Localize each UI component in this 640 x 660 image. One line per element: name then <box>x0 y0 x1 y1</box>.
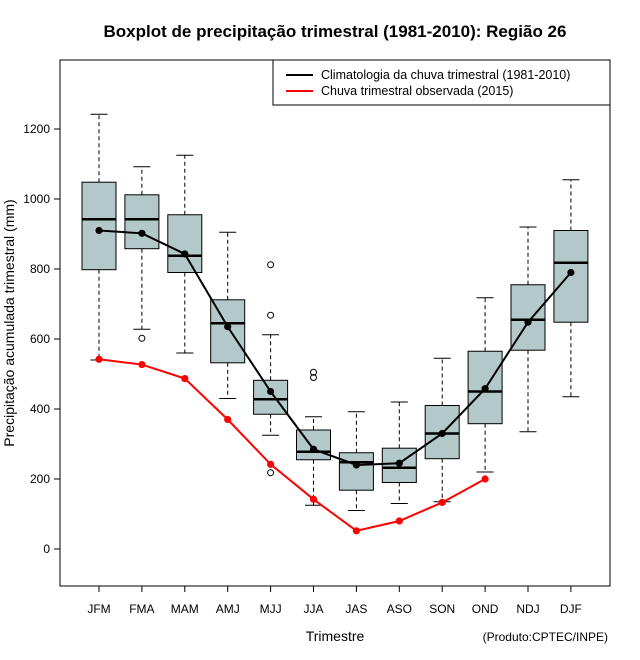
x-tick-label: MJJ <box>260 602 282 616</box>
box-jja <box>296 368 331 506</box>
outlier-point <box>267 311 275 319</box>
box-iqr <box>124 194 160 250</box>
y-axis-label: Precipitação acumulada trimestral (mm) <box>1 199 17 446</box>
series-point <box>138 229 146 237</box>
box-amj <box>210 231 246 399</box>
outlier-point <box>310 374 317 381</box>
series-point <box>224 415 232 424</box>
series-point <box>395 459 403 467</box>
series-point <box>438 429 446 438</box>
x-tick-label: AMJ <box>216 602 240 616</box>
series-climatology <box>95 226 575 469</box>
series-point <box>181 374 189 383</box>
legend-label-climatology: Climatologia da chuva trimestral (1981-2… <box>321 68 570 82</box>
y-tick-label: 1000 <box>23 192 50 206</box>
series-point <box>95 355 103 363</box>
y-axis: 0 200 400 600 800 1000 1200 <box>23 122 60 556</box>
y-tick-label: 1200 <box>23 122 50 136</box>
y-tick-label: 0 <box>43 542 50 556</box>
box-djf <box>553 179 589 398</box>
box-fma <box>124 166 160 342</box>
x-tick-label: MAM <box>171 602 199 616</box>
box-iqr <box>553 230 589 323</box>
x-tick-label: DJF <box>560 602 582 616</box>
series-point <box>481 385 489 393</box>
outlier-point <box>267 261 275 269</box>
series-line <box>98 229 572 467</box>
series-point <box>267 387 275 396</box>
y-tick-label: 600 <box>30 332 50 346</box>
boxes-group <box>81 113 589 511</box>
series-point <box>567 268 575 277</box>
chart-title: Boxplot de precipitação trimestral (1981… <box>104 22 567 41</box>
box-iqr <box>338 452 374 491</box>
outlier-point <box>138 334 146 342</box>
series-point <box>95 226 103 235</box>
series-point <box>524 318 532 326</box>
series-point <box>395 517 403 525</box>
outlier-point <box>310 368 317 376</box>
x-tick-label: ASO <box>387 602 412 616</box>
legend-box <box>272 59 611 106</box>
series-point <box>481 475 489 483</box>
x-tick-label: SON <box>429 602 455 616</box>
box-jas <box>338 411 374 511</box>
series-point <box>138 360 146 369</box>
series-point <box>352 527 360 535</box>
box-iqr <box>210 299 246 364</box>
y-tick-label: 800 <box>30 262 50 276</box>
x-axis-label: Trimestre <box>306 628 365 644</box>
series-point <box>352 461 360 469</box>
x-tick-label: FMA <box>129 602 154 616</box>
series-observed-2015 <box>95 355 489 535</box>
series-line <box>98 358 486 532</box>
x-tick-label: JAS <box>345 602 367 616</box>
x-tick-label: JJA <box>303 602 323 616</box>
box-ond <box>467 297 503 473</box>
box-jfm <box>81 113 117 361</box>
series-point <box>267 460 275 468</box>
box-iqr <box>467 350 503 425</box>
box-mam <box>167 154 203 354</box>
box-mjj <box>253 261 289 477</box>
series-point <box>309 445 318 453</box>
box-iqr <box>253 379 289 415</box>
y-tick-label: 400 <box>30 402 50 416</box>
series-group <box>95 226 575 535</box>
legend-label-observed: Chuva trimestral observada (2015) <box>321 84 513 98</box>
series-point <box>309 495 318 503</box>
series-point <box>181 250 189 258</box>
outlier-point <box>267 469 275 477</box>
y-tick-label: 200 <box>30 472 50 486</box>
box-iqr <box>81 181 117 271</box>
series-point <box>224 323 232 331</box>
x-tick-label: JFM <box>87 602 110 616</box>
x-axis: JFM FMA MAM AMJ MJJ JJA JAS ASO SON OND NDJ DJF <box>87 586 582 616</box>
box-ndj <box>510 226 546 433</box>
legend: Climatologia da chuva trimestral (1981-2… <box>272 59 611 106</box>
box-iqr <box>167 214 203 273</box>
box-iqr <box>510 284 546 351</box>
series-point <box>438 498 446 507</box>
box-aso <box>381 401 417 504</box>
x-tick-label: NDJ <box>516 602 539 616</box>
x-tick-label: OND <box>472 602 499 616</box>
credit-text: (Produto:CPTEC/INPE) <box>483 630 608 644</box>
